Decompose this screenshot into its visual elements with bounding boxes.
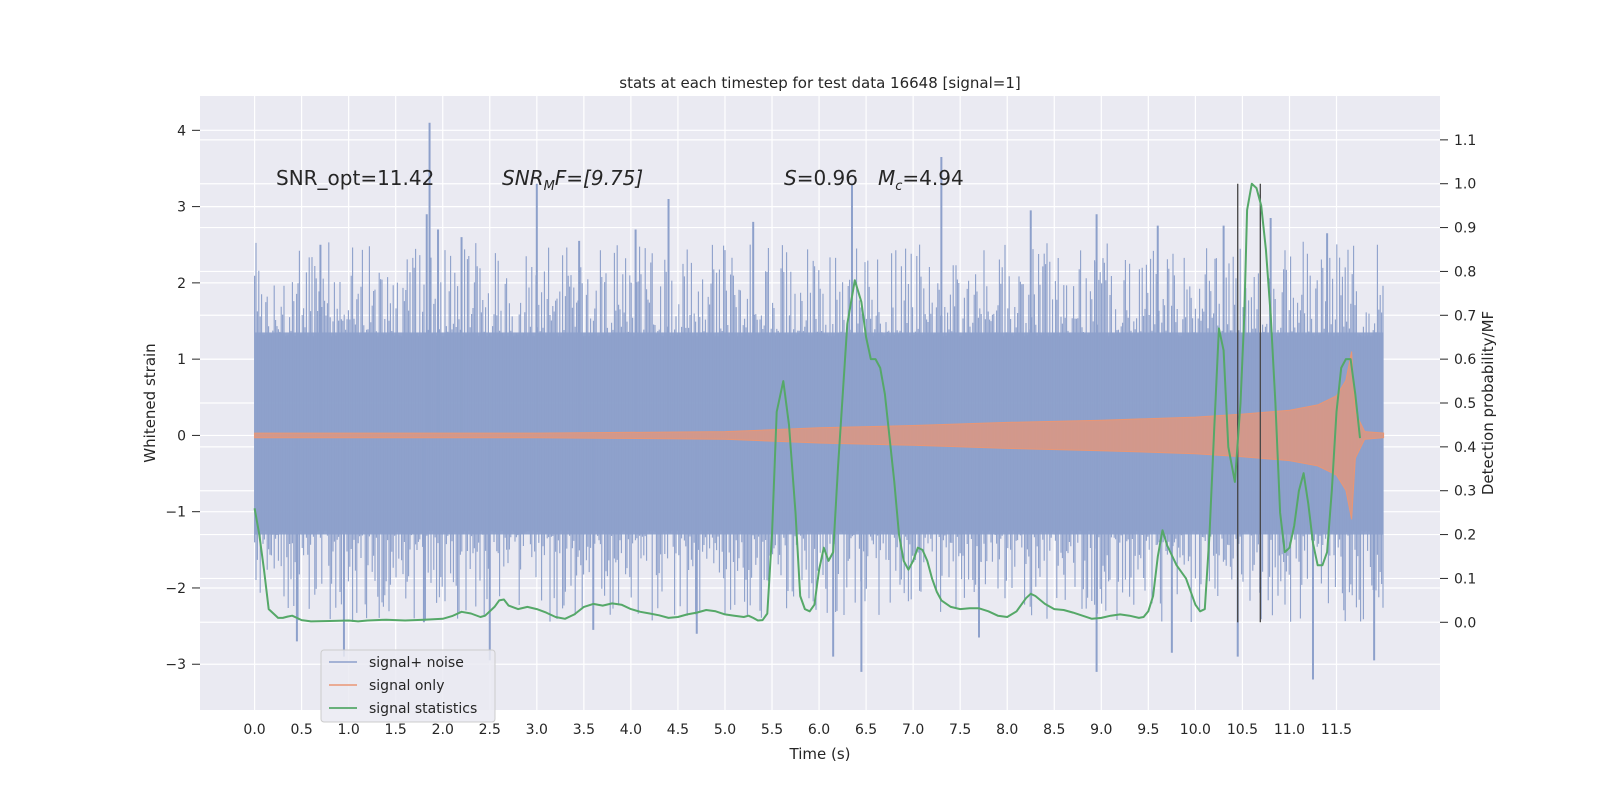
x-tick-label: 5.0 <box>714 722 736 738</box>
legend-box <box>320 649 496 723</box>
x-tick-label: 6.0 <box>808 722 830 738</box>
x-axis-label: Time (s) <box>789 745 851 763</box>
x-tick-label: 11.5 <box>1321 722 1352 738</box>
y-left-tick-label: 4 <box>177 123 186 139</box>
mc-value: =4.94 <box>902 166 963 190</box>
annotation-mc: Mc=4.94 <box>878 166 964 194</box>
y-axis-label-left: Whitened strain <box>141 343 159 462</box>
legend-label-signal-noise: signal+ noise <box>369 655 464 671</box>
y-right-tick-label: 0.6 <box>1454 352 1476 368</box>
x-tick-label: 8.0 <box>996 722 1018 738</box>
axis-layer: 0.0 0.5 1.0 1.5 2.0 2.5 3.0 3.5 4.0 4.5 5.0 5.5 6.0 6… <box>165 123 1476 738</box>
x-tick-label: 3.0 <box>526 722 548 738</box>
y-right-tick-label: 0.4 <box>1454 440 1476 456</box>
data-layer <box>253 122 1385 680</box>
snr-mf-rest: F=[9.75] <box>555 166 643 190</box>
mc-main: M <box>878 166 895 190</box>
snr-mf-main: SNR <box>502 166 544 190</box>
x-tick-label: 0.0 <box>243 722 265 738</box>
y-right-tick-label: 0.8 <box>1454 264 1476 280</box>
annotation-snr-opt: SNR_opt=11.42 <box>276 166 434 190</box>
y-right-tick-label: 1.1 <box>1454 133 1476 149</box>
y-left-tick-label: 1 <box>177 352 186 368</box>
x-tick-label: 0.5 <box>290 722 312 738</box>
y-left-tick-label: 3 <box>177 200 186 216</box>
x-tick-label: 11.0 <box>1274 722 1305 738</box>
y-right-tick-label: 0.7 <box>1454 308 1476 324</box>
s-main: S <box>784 166 797 190</box>
y-left-tick-label: −1 <box>165 505 186 521</box>
x-tick-label: 4.0 <box>620 722 642 738</box>
y-right-tick-label: 0.2 <box>1454 528 1476 544</box>
annotation-s: S=0.96 <box>784 166 858 190</box>
x-tick-label: 7.0 <box>902 722 924 738</box>
snr-mf-subscript: M <box>544 179 555 194</box>
x-tick-label: 8.5 <box>1043 722 1065 738</box>
signal-statistics-line <box>253 182 1361 623</box>
y-left-tick-label: −2 <box>165 581 186 597</box>
x-tick-label: 10.5 <box>1227 722 1258 738</box>
y-left-tick-label: −3 <box>165 657 186 673</box>
legend-label-signal-only: signal only <box>369 678 444 694</box>
y-right-tick-label: 1.0 <box>1454 177 1476 193</box>
y-right-tick-label: 0.9 <box>1454 221 1476 237</box>
y-right-tick-label: 0.5 <box>1454 396 1476 412</box>
x-tick-label: 5.5 <box>761 722 783 738</box>
x-tick-label: 2.5 <box>479 722 501 738</box>
x-tick-label: 6.5 <box>855 722 877 738</box>
x-tick-label: 9.0 <box>1090 722 1112 738</box>
legend: signal+ noise signal only signal statist… <box>320 649 496 723</box>
x-tick-label: 1.0 <box>338 722 360 738</box>
y-axis-label-right: Detection probability/MF <box>1479 311 1497 495</box>
x-tick-label: 10.0 <box>1180 722 1211 738</box>
y-left-tick-label: 2 <box>177 276 186 292</box>
annotation-snr-mf: SNRMF=[9.75] <box>502 166 643 194</box>
chart-title: stats at each timestep for test data 166… <box>619 74 1020 92</box>
x-tick-label: 3.5 <box>573 722 595 738</box>
signal-only-envelope <box>254 351 1385 520</box>
s-value: =0.96 <box>797 166 858 190</box>
legend-label-signal-statistics: signal statistics <box>369 701 477 717</box>
y-right-tick-label: 0.1 <box>1454 571 1476 587</box>
mc-subscript: c <box>895 179 902 194</box>
x-tick-label: 7.5 <box>949 722 971 738</box>
x-tick-label: 2.0 <box>432 722 454 738</box>
y-right-tick-label: 0.0 <box>1454 615 1476 631</box>
x-tick-label: 9.5 <box>1137 722 1159 738</box>
x-tick-label: 1.5 <box>385 722 407 738</box>
x-tick-label: 4.5 <box>667 722 689 738</box>
y-left-tick-label: 0 <box>177 428 186 444</box>
y-right-tick-label: 0.3 <box>1454 484 1476 500</box>
